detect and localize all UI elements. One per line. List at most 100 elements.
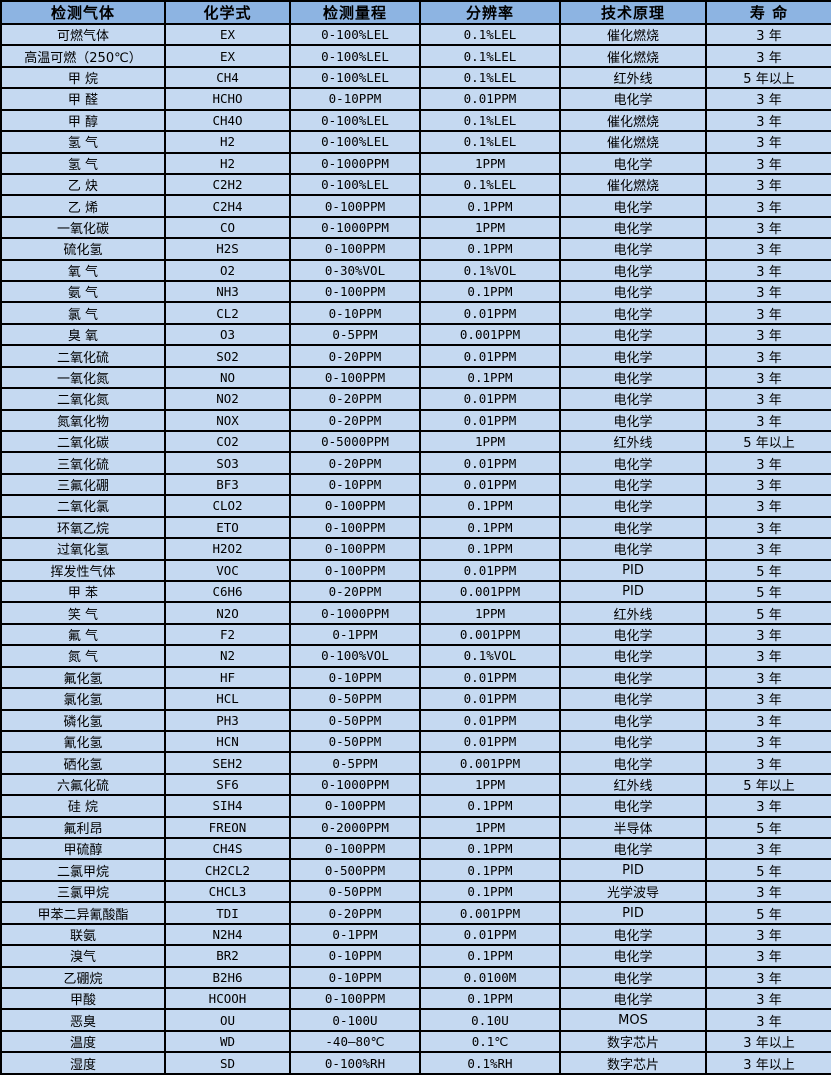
cell-range: 0-100%LEL [289,22,421,47]
cell-range: 0-1000PPM [289,151,421,175]
cell-lifespan: 3 年 [705,194,831,218]
cell-resolution: 0.1PPM [419,515,561,540]
cell-range: 0-1PPM [289,922,421,947]
cell-resolution: 0.1%LEL [419,22,561,47]
cell-range: 0-50PPM [289,729,421,754]
cell-formula: C2H4 [164,194,291,218]
cell-formula: OU [164,1008,291,1032]
cell-range: 0-10PPM [289,472,421,497]
cell-resolution: 0.01PPM [419,687,561,711]
cell-lifespan: 5 年 [705,601,831,625]
table-row: 氨 气 NH3 0-100PPM 0.1PPM 电化学 3 年 [0,280,831,304]
table-row: 硅 烷 SIH4 0-100PPM 0.1PPM 电化学 3 年 [0,794,831,818]
cell-resolution: 0.1%LEL [419,65,561,90]
table-row: 恶臭 OU 0-100U 0.10U MOS 3 年 [0,1008,831,1032]
cell-formula: HCOOH [164,986,291,1011]
cell-formula: CL2 [164,301,291,325]
cell-range: 0-20PPM [289,387,421,411]
table-row: 可燃气体 EX 0-100%LEL 0.1%LEL 催化燃烧 3 年 [0,22,831,47]
cell-formula: TDI [164,901,291,925]
cell-principle: 电化学 [559,986,707,1011]
cell-principle: 电化学 [559,322,707,347]
cell-gas: 联氨 [0,922,166,947]
cell-resolution: 0.001PPM [419,622,561,647]
cell-principle: 红外线 [559,429,707,454]
cell-range: 0-1000PPM [289,772,421,797]
table-row: 二氧化碳 CO2 0-5000PPM 1PPM 红外线 5 年以上 [0,429,831,454]
cell-resolution: 1PPM [419,815,561,840]
cell-range: 0-100PPM [289,537,421,561]
cell-resolution: 0.01PPM [419,708,561,732]
cell-principle: 电化学 [559,194,707,218]
table-row: 氯化氢 HCL 0-50PPM 0.01PPM 电化学 3 年 [0,687,831,711]
cell-principle: 电化学 [559,729,707,754]
cell-formula: C6H6 [164,579,291,604]
table-row: 甲苯二异氰酸酯 TDI 0-20PPM 0.001PPM PID 5 年 [0,901,831,925]
cell-lifespan: 5 年 [705,558,831,582]
cell-formula: FREON [164,815,291,840]
column-header-gas: 检测气体 [0,0,166,25]
cell-gas: 氯化氢 [0,687,166,711]
cell-resolution: 1PPM [419,429,561,454]
cell-gas: 氧 气 [0,258,166,283]
cell-principle: MOS [559,1008,707,1032]
cell-lifespan: 3 年 [705,986,831,1011]
cell-gas: 三氯甲烷 [0,879,166,904]
table-row: 二氧化硫 SO2 0-20PPM 0.01PPM 电化学 3 年 [0,344,831,368]
cell-principle: 电化学 [559,515,707,540]
table-row: 三氧化硫 SO3 0-20PPM 0.01PPM 电化学 3 年 [0,451,831,475]
cell-lifespan: 5 年以上 [705,65,831,90]
cell-resolution: 0.1℃ [419,1029,561,1054]
cell-principle: 催化燃烧 [559,44,707,68]
cell-lifespan: 3 年 [705,387,831,411]
cell-resolution: 0.01PPM [419,301,561,325]
cell-gas: 三氧化硫 [0,451,166,475]
table-row: 一氧化氮 NO 0-100PPM 0.1PPM 电化学 3 年 [0,365,831,390]
cell-resolution: 0.1PPM [419,858,561,882]
cell-formula: SO2 [164,344,291,368]
cell-formula: N2H4 [164,922,291,947]
cell-range: 0-50PPM [289,879,421,904]
cell-range: 0-2000PPM [289,815,421,840]
cell-formula: PH3 [164,708,291,732]
table-row: 甲 苯 C6H6 0-20PPM 0.001PPM PID 5 年 [0,579,831,604]
cell-formula: CHCL3 [164,879,291,904]
cell-principle: 电化学 [559,837,707,861]
table-row: 氧 气 O2 0-30%VOL 0.1%VOL 电化学 3 年 [0,258,831,283]
table-row: 甲 醇 CH4O 0-100%LEL 0.1%LEL 催化燃烧 3 年 [0,108,831,133]
table-row: 三氯甲烷 CHCL3 0-50PPM 0.1PPM 光学波导 3 年 [0,879,831,904]
cell-formula: ETO [164,515,291,540]
cell-resolution: 0.01PPM [419,472,561,497]
table-row: 硫化氢 H2S 0-100PPM 0.1PPM 电化学 3 年 [0,237,831,261]
table-row: 硒化氢 SEH2 0-5PPM 0.001PPM 电化学 3 年 [0,751,831,775]
cell-formula: F2 [164,622,291,647]
table-row: 六氟化硫 SF6 0-1000PPM 1PPM 红外线 5 年以上 [0,772,831,797]
cell-gas: 甲 苯 [0,579,166,604]
cell-range: 0-100%LEL [289,65,421,90]
table-row: 氟 气 F2 0-1PPM 0.001PPM 电化学 3 年 [0,622,831,647]
cell-formula: NH3 [164,280,291,304]
table-row: 湿度 SD 0-100%RH 0.1%RH 数字芯片 3 年以上 [0,1051,831,1075]
cell-range: 0-30%VOL [289,258,421,283]
table-row: 甲酸 HCOOH 0-100PPM 0.1PPM 电化学 3 年 [0,986,831,1011]
cell-gas: 笑 气 [0,601,166,625]
cell-resolution: 0.1%LEL [419,44,561,68]
cell-formula: HCN [164,729,291,754]
cell-gas: 二氧化氯 [0,494,166,518]
cell-resolution: 0.01PPM [419,558,561,582]
cell-principle: 电化学 [559,644,707,668]
cell-lifespan: 3 年 [705,280,831,304]
cell-gas: 氟利昂 [0,815,166,840]
cell-formula: N2 [164,644,291,668]
cell-gas: 硒化氢 [0,751,166,775]
table-row: 氢 气 H2 0-1000PPM 1PPM 电化学 3 年 [0,151,831,175]
table-row: 联氨 N2H4 0-1PPM 0.01PPM 电化学 3 年 [0,922,831,947]
cell-resolution: 0.1PPM [419,537,561,561]
cell-lifespan: 3 年 [705,751,831,775]
cell-resolution: 0.01PPM [419,665,561,690]
cell-range: 0-100PPM [289,794,421,818]
cell-gas: 挥发性气体 [0,558,166,582]
cell-lifespan: 5 年以上 [705,772,831,797]
cell-resolution: 0.1PPM [419,237,561,261]
cell-gas: 氯 气 [0,301,166,325]
